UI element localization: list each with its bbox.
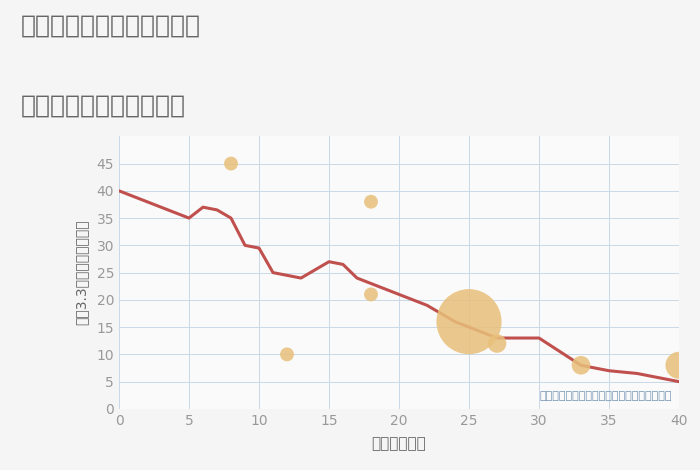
X-axis label: 築年数（年）: 築年数（年） [372, 436, 426, 451]
Y-axis label: 坪（3.3㎡）単価（万円）: 坪（3.3㎡）単価（万円） [74, 220, 88, 325]
Point [365, 198, 377, 205]
Point [575, 361, 587, 369]
Point [281, 351, 293, 358]
Point [463, 318, 475, 325]
Text: 円の大きさは、取引のあった物件面積を示す: 円の大きさは、取引のあった物件面積を示す [540, 391, 672, 401]
Text: 築年数別中古戸建て価格: 築年数別中古戸建て価格 [21, 94, 186, 118]
Point [491, 340, 503, 347]
Point [673, 361, 685, 369]
Point [365, 290, 377, 298]
Text: 三重県桑名市多度町香取の: 三重県桑名市多度町香取の [21, 14, 201, 38]
Point [225, 160, 237, 167]
